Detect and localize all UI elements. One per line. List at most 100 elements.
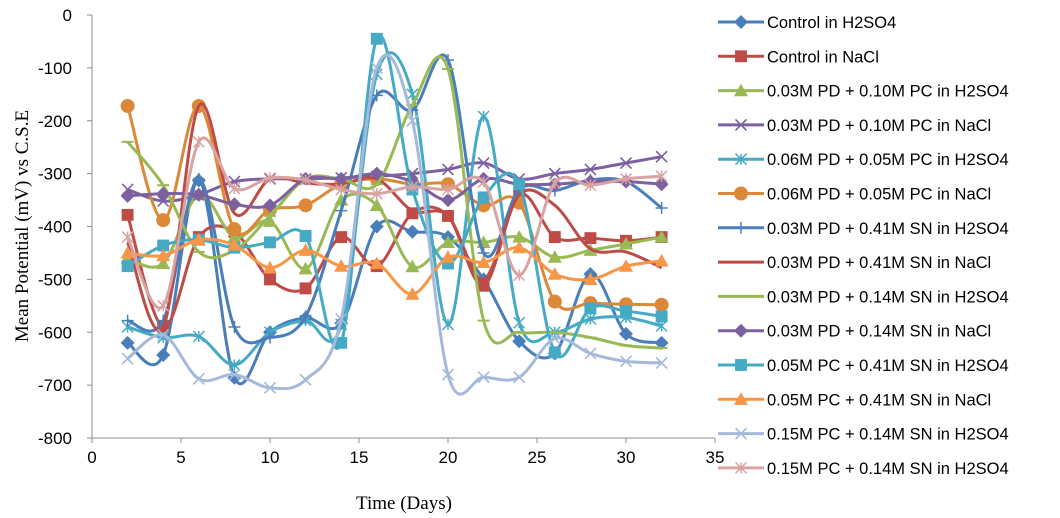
data-point (513, 371, 526, 384)
data-point (619, 236, 633, 250)
x-tick-label: 15 (350, 448, 369, 467)
y-tick-label: -300 (38, 165, 72, 184)
data-point (477, 110, 490, 123)
data-point (157, 195, 170, 208)
legend-item: Control in H2SO4 (718, 14, 896, 32)
data-point (405, 259, 420, 273)
y-tick-label: -100 (38, 59, 72, 78)
data-point (547, 267, 562, 280)
legend-label: 0.05M PC + 0.41M SN in H2SO4 (767, 357, 1009, 375)
data-point (513, 178, 526, 191)
data-point (191, 187, 206, 202)
data-point (477, 191, 490, 204)
legend-marker (734, 118, 748, 131)
data-point (370, 89, 383, 102)
legend-label: Control in NaCl (767, 48, 879, 66)
legend-marker (734, 153, 748, 166)
data-point (655, 310, 668, 323)
y-tick-label: 0 (63, 6, 72, 25)
data-point (299, 230, 312, 242)
data-point (192, 172, 205, 185)
data-point (584, 302, 597, 315)
data-point (335, 231, 348, 244)
data-point (513, 269, 526, 282)
data-point (584, 163, 597, 176)
data-point (655, 150, 668, 163)
data-point (335, 183, 348, 196)
x-tick-label: 30 (617, 448, 636, 467)
data-point (548, 167, 561, 180)
data-point (264, 331, 276, 344)
data-point (264, 273, 276, 286)
data-point (228, 320, 241, 333)
data-point (512, 240, 527, 254)
data-point (227, 197, 242, 212)
data-point (619, 172, 633, 185)
data-point (405, 224, 420, 239)
axes: 0 -100 -200 -300 -400 -500 -600 -700 -800 0 5 10 15 2… (38, 6, 724, 467)
data-point (299, 282, 312, 295)
data-point (192, 372, 205, 385)
data-point (369, 256, 384, 270)
data-point (441, 318, 455, 331)
data-point (120, 245, 135, 259)
data-point (263, 260, 277, 274)
data-point (298, 261, 313, 275)
data-point (263, 214, 277, 227)
data-point (121, 231, 134, 244)
series-8 (126, 102, 663, 332)
legend-item: 0.03M PD + 0.10M PC in NaCl (718, 117, 991, 135)
data-point (298, 243, 313, 256)
data-point (264, 236, 276, 249)
y-tick-label: -600 (38, 323, 72, 342)
legend-label: 0.15M PC + 0.14M SN in H2SO4 (767, 460, 1009, 478)
data-point (655, 170, 668, 183)
data-point (334, 171, 349, 186)
data-point (654, 297, 669, 312)
legend-marker (734, 15, 748, 29)
legend-label: 0.05M PC + 0.41M SN in NaCl (767, 391, 991, 409)
data-point (369, 198, 384, 211)
data-point (156, 186, 171, 201)
data-point (228, 368, 241, 381)
data-point (548, 346, 561, 359)
x-tick-label: 25 (528, 448, 547, 467)
x-tick-label: 35 (706, 448, 725, 467)
data-point (157, 328, 170, 341)
legend-item: Control in NaCl (718, 48, 879, 66)
y-tick-label: -800 (38, 429, 72, 448)
x-tick-label: 5 (176, 448, 185, 467)
legend-item: 0.06M PD + 0.05M PC in H2SO4 (718, 151, 1009, 169)
legend-item: 0.03M PD + 0.10M PC in H2SO4 (718, 83, 1009, 101)
legend-marker (734, 392, 748, 405)
data-point (584, 313, 597, 326)
legend-marker (734, 83, 748, 97)
data-point (512, 230, 527, 243)
data-point (547, 250, 562, 263)
series-9 (121, 55, 668, 350)
data-point (584, 232, 597, 245)
data-point (512, 334, 527, 349)
data-point (121, 352, 134, 365)
data-point (548, 231, 561, 244)
y-tick-label: -700 (38, 376, 72, 395)
data-point (334, 259, 349, 272)
data-point (619, 156, 633, 170)
series-line (127, 192, 662, 271)
legend-item: 0.06M PD + 0.05M PC in NaCl (718, 186, 991, 204)
series-14 (121, 135, 668, 312)
data-point (655, 356, 668, 369)
legend-item: 0.15M PC + 0.14M SN in H2SO4 (718, 460, 1009, 478)
data-point (192, 330, 205, 343)
data-point (406, 114, 419, 127)
data-point (441, 368, 455, 381)
data-point (299, 173, 312, 187)
legend-item: 0.15M PC + 0.14M SN in H2SO4 (718, 426, 1009, 444)
legend-item: 0.03M PD + 0.14M SN in H2SO4 (718, 288, 1009, 306)
legend-marker (734, 461, 748, 474)
data-point (477, 176, 490, 189)
data-point (191, 232, 206, 246)
data-point (406, 207, 419, 220)
data-point (441, 163, 455, 176)
series-12 (120, 232, 669, 300)
